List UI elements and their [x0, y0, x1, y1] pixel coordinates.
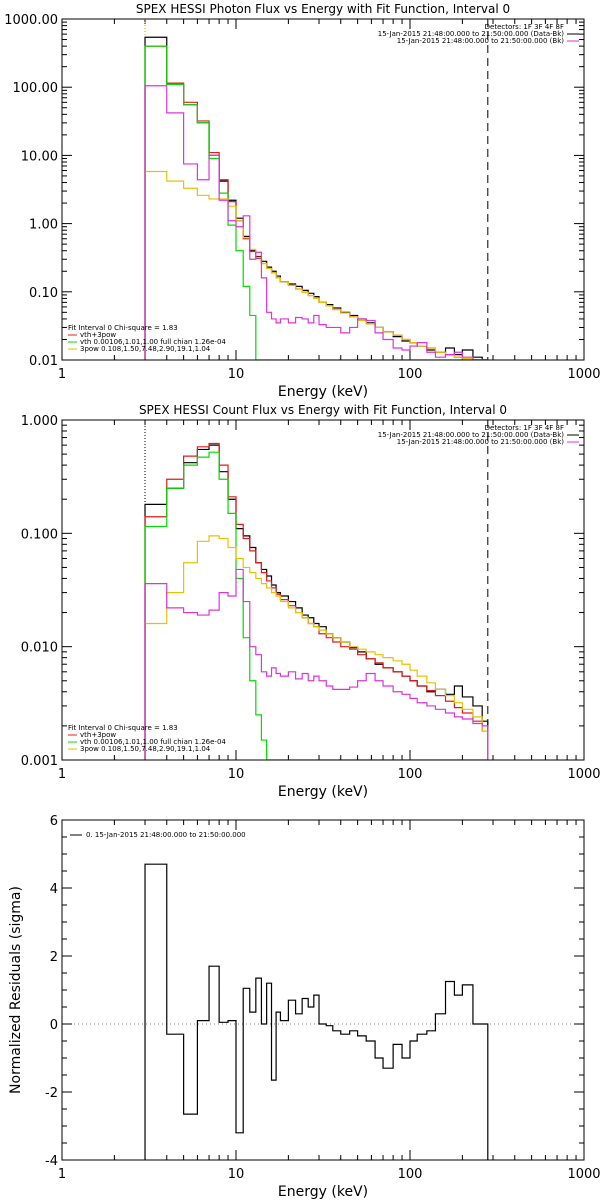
legend-top-entry: 15-Jan-2015 21:48:00.000 to 21:50:00.000… — [378, 431, 565, 439]
plot-frame — [61, 819, 585, 1161]
y-tick-label: 4 — [50, 882, 58, 897]
y-tick-label: 0.001 — [21, 754, 58, 769]
series-vth — [144, 45, 489, 360]
x-tick-label: 1 — [58, 1167, 66, 1182]
series-group — [144, 442, 489, 760]
y-tick-label: 10.00 — [21, 149, 58, 164]
plot-frame — [61, 18, 585, 361]
x-tick-label: 10 — [228, 1167, 245, 1182]
y-tick-label: -2 — [45, 1086, 58, 1101]
y-tick-label: 0.100 — [21, 527, 58, 542]
x-tick-label: 1 — [58, 367, 66, 382]
y-tick-label: 2 — [50, 950, 58, 965]
series-residuals — [144, 863, 489, 1160]
legend-top-entry: Detectors: 1F 3F 4F 8F — [485, 23, 564, 31]
legend-top-entry: Detectors: 1F 3F 4F 8F — [485, 424, 564, 432]
series-bk — [144, 568, 489, 760]
series-data-bk — [144, 444, 489, 760]
plot-frame — [61, 419, 585, 761]
legend-bottom-entry: vth+3pow — [80, 331, 116, 339]
y-tick-label: -4 — [45, 1154, 58, 1169]
y-tick-label: 0.010 — [21, 641, 58, 656]
series-data-bk — [144, 36, 489, 360]
series-vth — [144, 451, 489, 760]
series-bk — [144, 85, 489, 360]
x-tick-label: 100 — [398, 367, 423, 382]
x-tick-label: 1000 — [567, 767, 600, 782]
legend-top-entry: 15-Jan-2015 21:48:00.000 to 21:50:00.000… — [397, 438, 565, 446]
y-axis-label: Normalized Residuals (sigma) — [8, 886, 24, 1094]
y-tick-label: 0 — [50, 1018, 58, 1033]
legend-top-entry: 15-Jan-2015 21:48:00.000 to 21:50:00.000… — [397, 37, 565, 45]
x-tick-label: 100 — [398, 1167, 423, 1182]
y-tick-label: 1000.00 — [4, 13, 58, 28]
series-group — [144, 863, 489, 1160]
legend-bottom-entry: 3pow 0.108,1.50,7.48,2.90,19.1,1.04 — [80, 345, 211, 353]
chart-panel-2: SPEX HESSI Count Flux vs Energy with Fit… — [21, 403, 600, 800]
y-tick-label: 0.10 — [29, 286, 58, 301]
legend-bottom-entry: vth+3pow — [80, 731, 116, 739]
series-group — [144, 36, 489, 360]
legend-bottom-entry: 3pow 0.108,1.50,7.48,2.90,19.1,1.04 — [80, 745, 211, 753]
x-axis-label: Energy (keV) — [278, 384, 368, 400]
y-tick-label: 6 — [50, 814, 58, 829]
chart-title: SPEX HESSI Photon Flux vs Energy with Fi… — [136, 2, 510, 16]
legend-entry: 0. 15-Jan-2015 21:48:00.000 to 21:50:00.… — [86, 831, 246, 839]
x-axis-label: Energy (keV) — [278, 1184, 368, 1200]
series-vth-3pow — [144, 45, 489, 360]
legend-bottom-entry: vth 0.00106,1.01,1.00 full chian 1.26e-0… — [80, 738, 226, 746]
chart-title: SPEX HESSI Count Flux vs Energy with Fit… — [139, 403, 507, 417]
chart-panel-3: 1 10 100 1000 -4 -2 0 2 4 6 Energy (keV) Normalized… — [8, 814, 600, 1200]
x-tick-label: 1000 — [567, 367, 600, 382]
y-tick-label: 100.00 — [13, 81, 59, 96]
series-3pow — [144, 170, 489, 360]
x-axis-label: Energy (keV) — [278, 784, 368, 800]
series-vth-3pow — [144, 442, 489, 760]
legend-top-entry: 15-Jan-2015 21:48:00.000 to 21:50:00.000… — [378, 30, 565, 38]
x-tick-label: 1 — [58, 767, 66, 782]
y-tick-label: 1.000 — [21, 414, 58, 429]
x-tick-label: 1000 — [567, 1167, 600, 1182]
y-tick-label: 0.01 — [29, 354, 58, 369]
legend-bottom-entry: Fit Interval 0 Chi-square = 1.83 — [68, 724, 178, 732]
y-tick-label: 1.00 — [29, 218, 58, 233]
x-tick-label: 10 — [228, 367, 245, 382]
x-tick-label: 100 — [398, 767, 423, 782]
chart-panel-1: SPEX HESSI Photon Flux vs Energy with Fi… — [4, 2, 600, 400]
legend-bottom-entry: vth 0.00106,1.01,1.00 full chian 1.26e-0… — [80, 338, 226, 346]
legend-bottom-entry: Fit Interval 0 Chi-square = 1.83 — [68, 324, 178, 332]
x-tick-label: 10 — [228, 767, 245, 782]
series-3pow — [144, 535, 489, 760]
